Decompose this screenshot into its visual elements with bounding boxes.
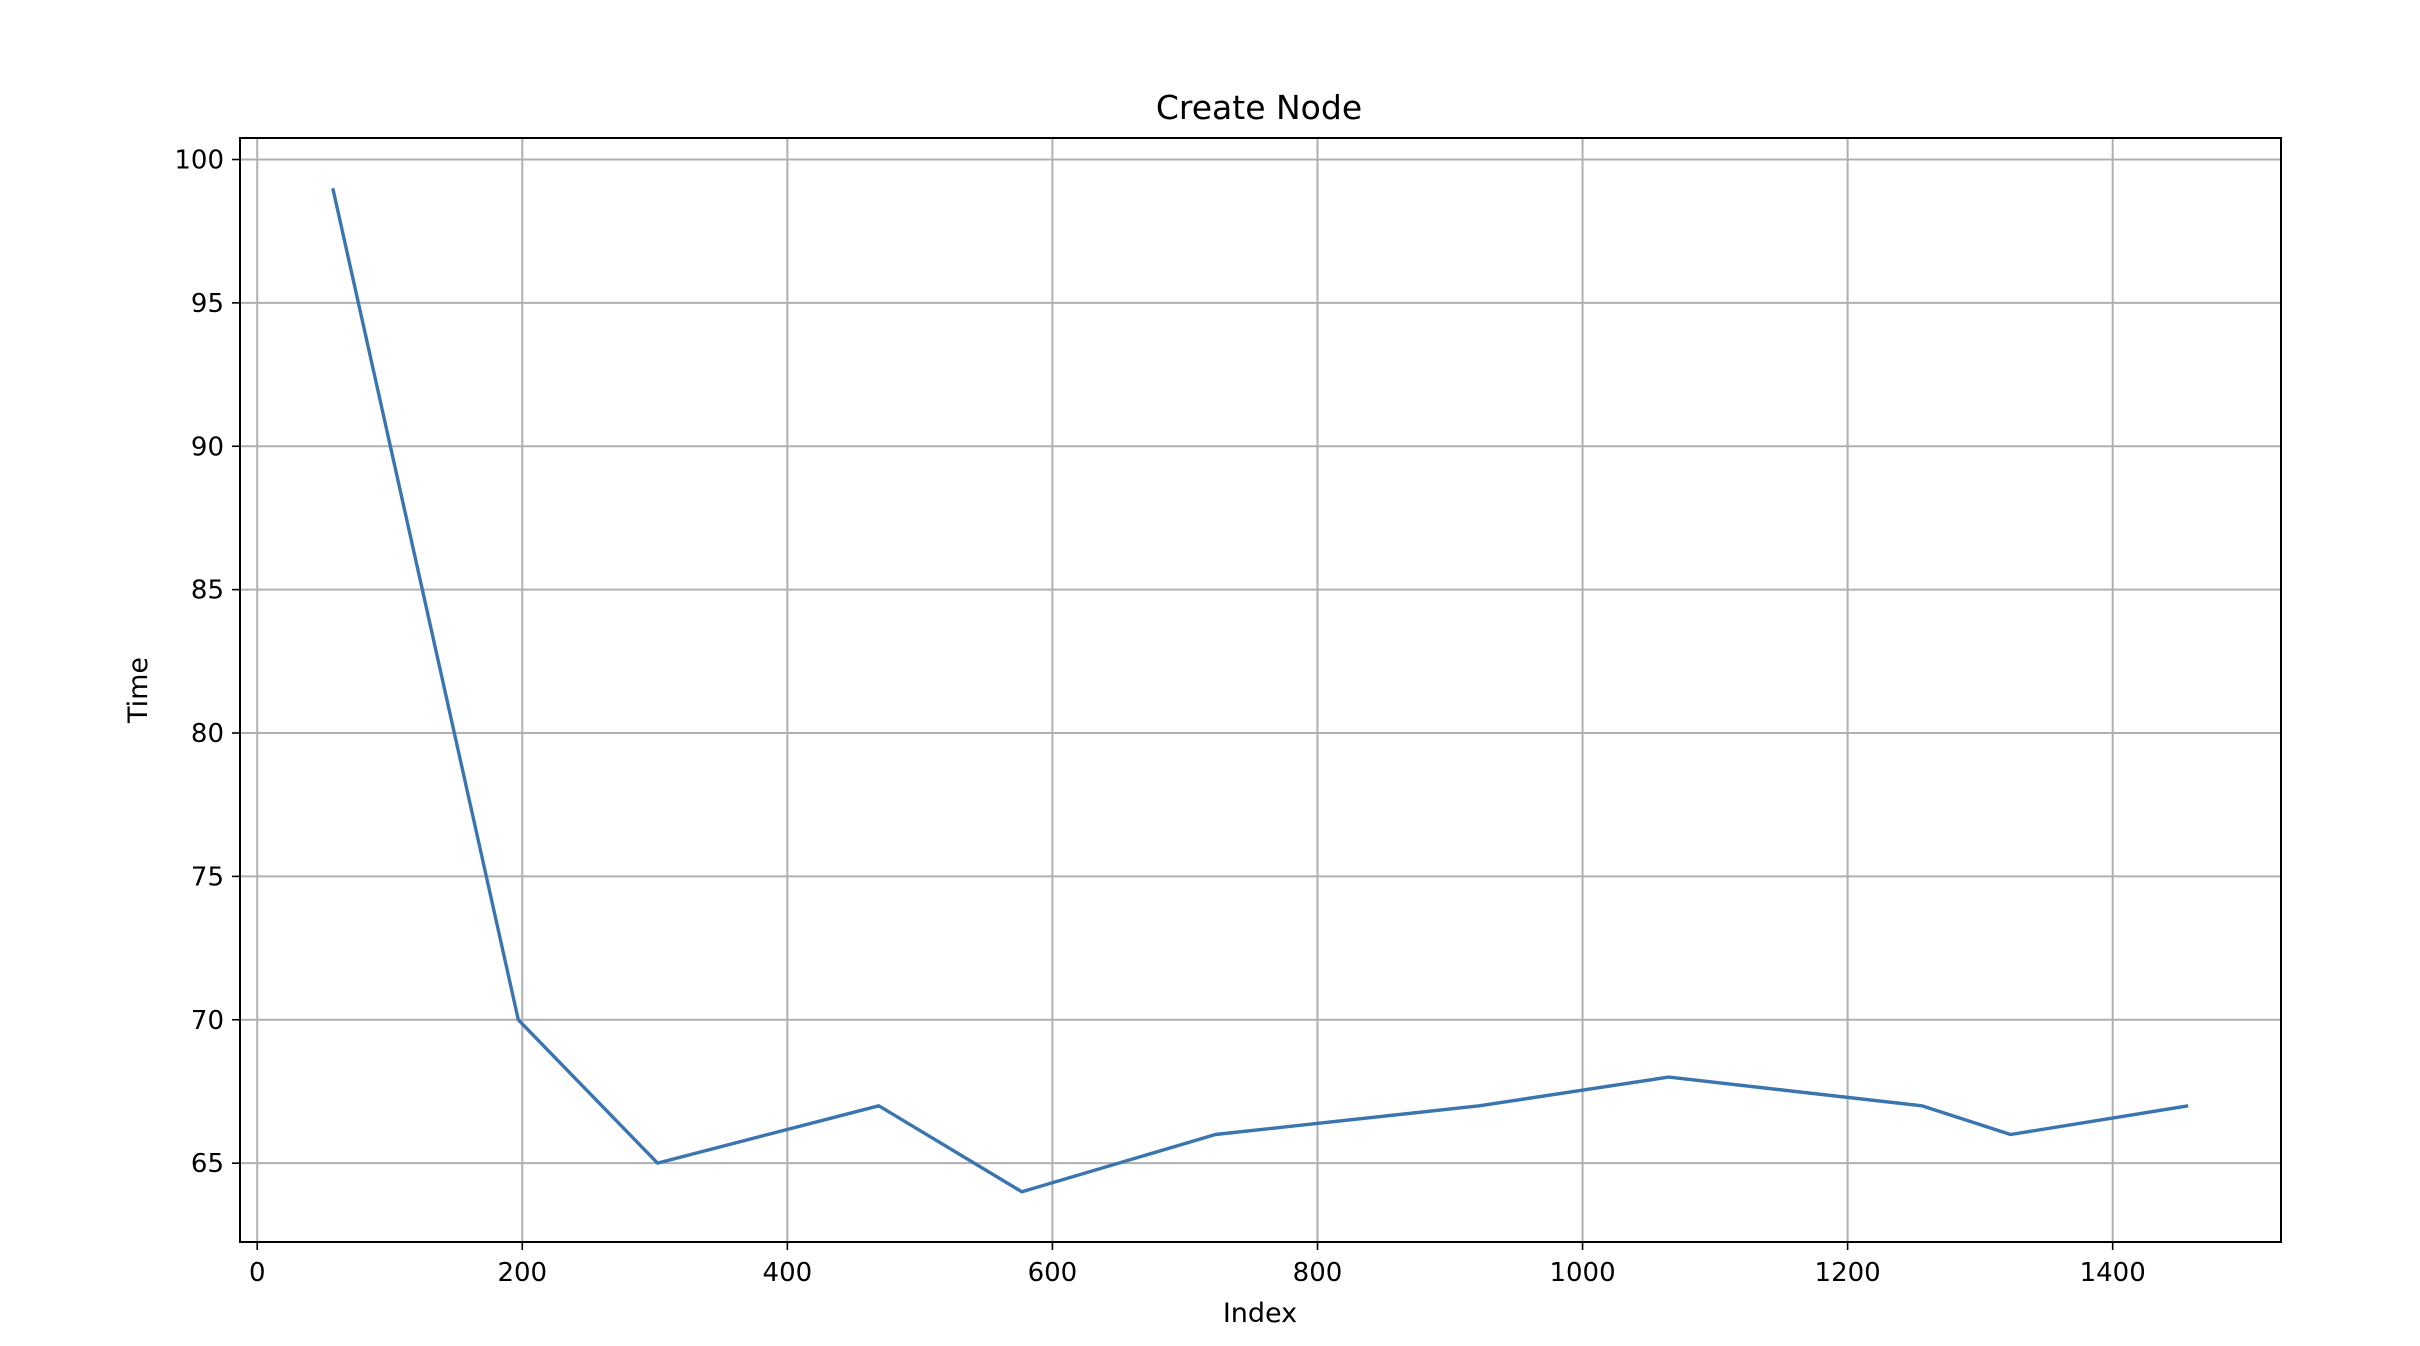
series-layer xyxy=(331,187,2189,1194)
y-tick-label: 95 xyxy=(191,289,224,319)
y-tick-label: 65 xyxy=(191,1149,224,1179)
x-tick-label: 200 xyxy=(497,1258,547,1288)
x-tick-label: 800 xyxy=(1293,1258,1343,1288)
x-tick-label: 1200 xyxy=(1815,1258,1881,1288)
x-axis-ticks: 0 200 400 600 800 1000 1200 1400 xyxy=(249,1242,2146,1288)
x-tick-label: 600 xyxy=(1028,1258,1078,1288)
plot-frame xyxy=(239,137,2282,1243)
chart-title: Create Node xyxy=(1156,88,1362,127)
y-axis-label: Time xyxy=(123,657,154,724)
series-line xyxy=(331,187,2189,1194)
y-tick-label: 75 xyxy=(191,862,224,892)
y-tick-label: 80 xyxy=(191,719,224,749)
x-tick-label: 400 xyxy=(763,1258,813,1288)
x-tick-label: 0 xyxy=(249,1258,266,1288)
y-axis-ticks: 65 70 75 80 85 90 95 100 xyxy=(174,146,240,1179)
x-tick-label: 1000 xyxy=(1549,1258,1615,1288)
y-tick-label: 90 xyxy=(191,432,224,462)
y-tick-label: 70 xyxy=(191,1006,224,1036)
grid-lines xyxy=(240,138,2281,1242)
x-axis-label: Index xyxy=(1223,1298,1297,1329)
y-tick-label: 100 xyxy=(174,146,224,176)
x-tick-label: 1400 xyxy=(2080,1258,2146,1288)
y-tick-label: 85 xyxy=(191,576,224,606)
